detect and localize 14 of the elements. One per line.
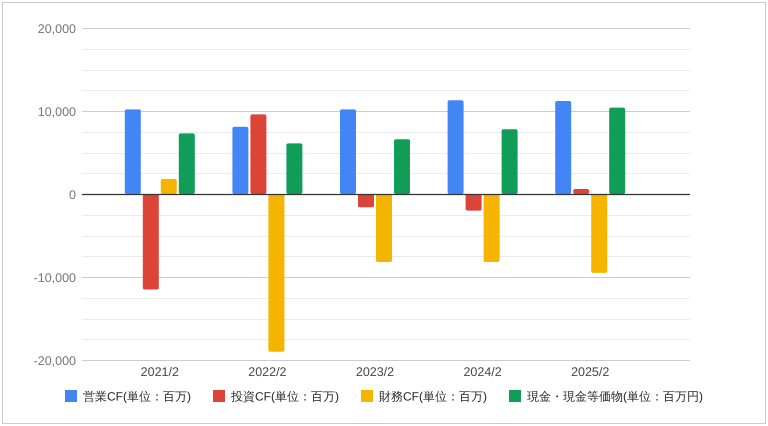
x-tick-label: 2024/2 (463, 365, 502, 379)
x-tick-label: 2022/2 (248, 365, 287, 379)
y-tick-label: 20,000 (38, 22, 76, 36)
y-tick-label: 10,000 (38, 105, 76, 119)
legend-label: 投資CF(単位：百万) (230, 390, 339, 404)
legend-label: 営業CF(単位：百万) (83, 390, 191, 404)
legend-label: 現金・現金等価物(単位：百万円) (527, 390, 703, 404)
x-tick-label: 2025/2 (571, 365, 610, 379)
y-tick-label: -20,000 (34, 354, 76, 368)
legend-label: 財務CF(単位：百万) (379, 390, 487, 404)
x-tick-label: 2021/2 (140, 365, 179, 379)
x-tick-label: 2023/2 (356, 365, 394, 379)
y-tick-label: 0 (69, 188, 76, 202)
y-tick-label: -10,000 (34, 271, 76, 285)
